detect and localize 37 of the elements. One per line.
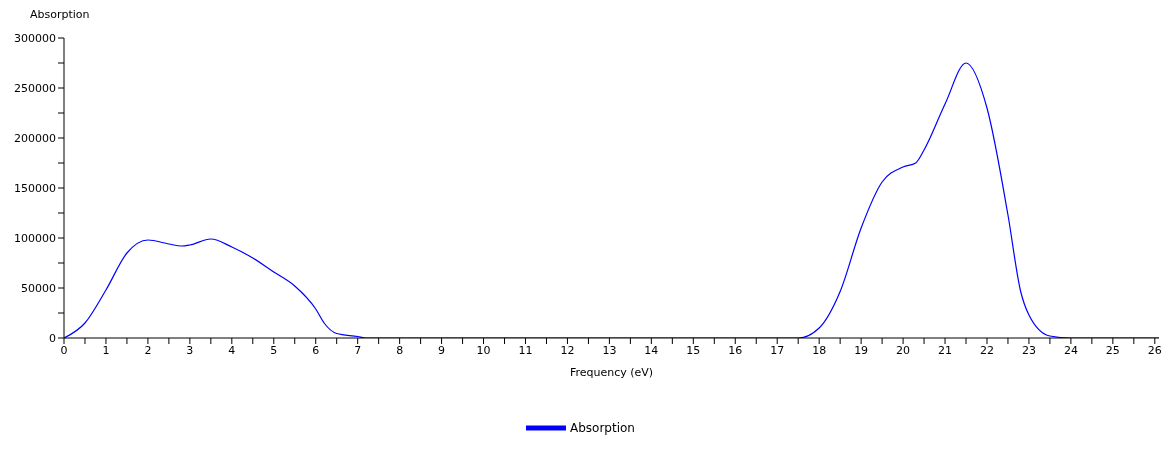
x-tick-label: 26 (1147, 343, 1162, 357)
x-tick-label: 23 (1021, 343, 1036, 357)
y-tick-label: 200000 (14, 131, 56, 145)
x-tick-label: 4 (228, 343, 236, 357)
x-tick-label: 25 (1105, 343, 1120, 357)
x-tick-label: 22 (979, 343, 994, 357)
x-tick-label: 0 (60, 343, 68, 357)
y-tick-label: 0 (49, 331, 56, 345)
x-tick-label: 16 (728, 343, 743, 357)
x-tick-label: 20 (896, 343, 911, 357)
x-tick-label: 21 (938, 343, 953, 357)
x-tick-label: 10 (476, 343, 491, 357)
x-tick-label: 12 (560, 343, 575, 357)
y-tick-label: 50000 (21, 281, 56, 295)
x-tick-label: 13 (602, 343, 617, 357)
x-tick-label: 1 (102, 343, 110, 357)
y-axis-title: Absorption (30, 8, 90, 21)
y-tick-label: 300000 (14, 31, 56, 45)
x-tick-label: 19 (854, 343, 869, 357)
x-tick-label: 18 (812, 343, 827, 357)
x-tick-label: 3 (186, 343, 194, 357)
x-tick-label: 5 (270, 343, 278, 357)
x-tick-label: 11 (518, 343, 533, 357)
x-tick-label: 6 (312, 343, 320, 357)
x-tick-label: 2 (144, 343, 152, 357)
y-tick-label: 150000 (14, 181, 56, 195)
x-tick-label: 8 (396, 343, 404, 357)
y-tick-label: 250000 (14, 81, 56, 95)
y-tick-label: 100000 (14, 231, 56, 245)
x-tick-label: 24 (1063, 343, 1078, 357)
x-tick-label: 15 (686, 343, 701, 357)
x-tick-label: 14 (644, 343, 659, 357)
legend-label: Absorption (570, 420, 635, 435)
x-axis-title: Frequency (eV) (569, 366, 654, 379)
x-tick-label: 9 (438, 343, 446, 357)
x-tick-label: 7 (354, 343, 362, 357)
x-tick-label: 17 (770, 343, 785, 357)
